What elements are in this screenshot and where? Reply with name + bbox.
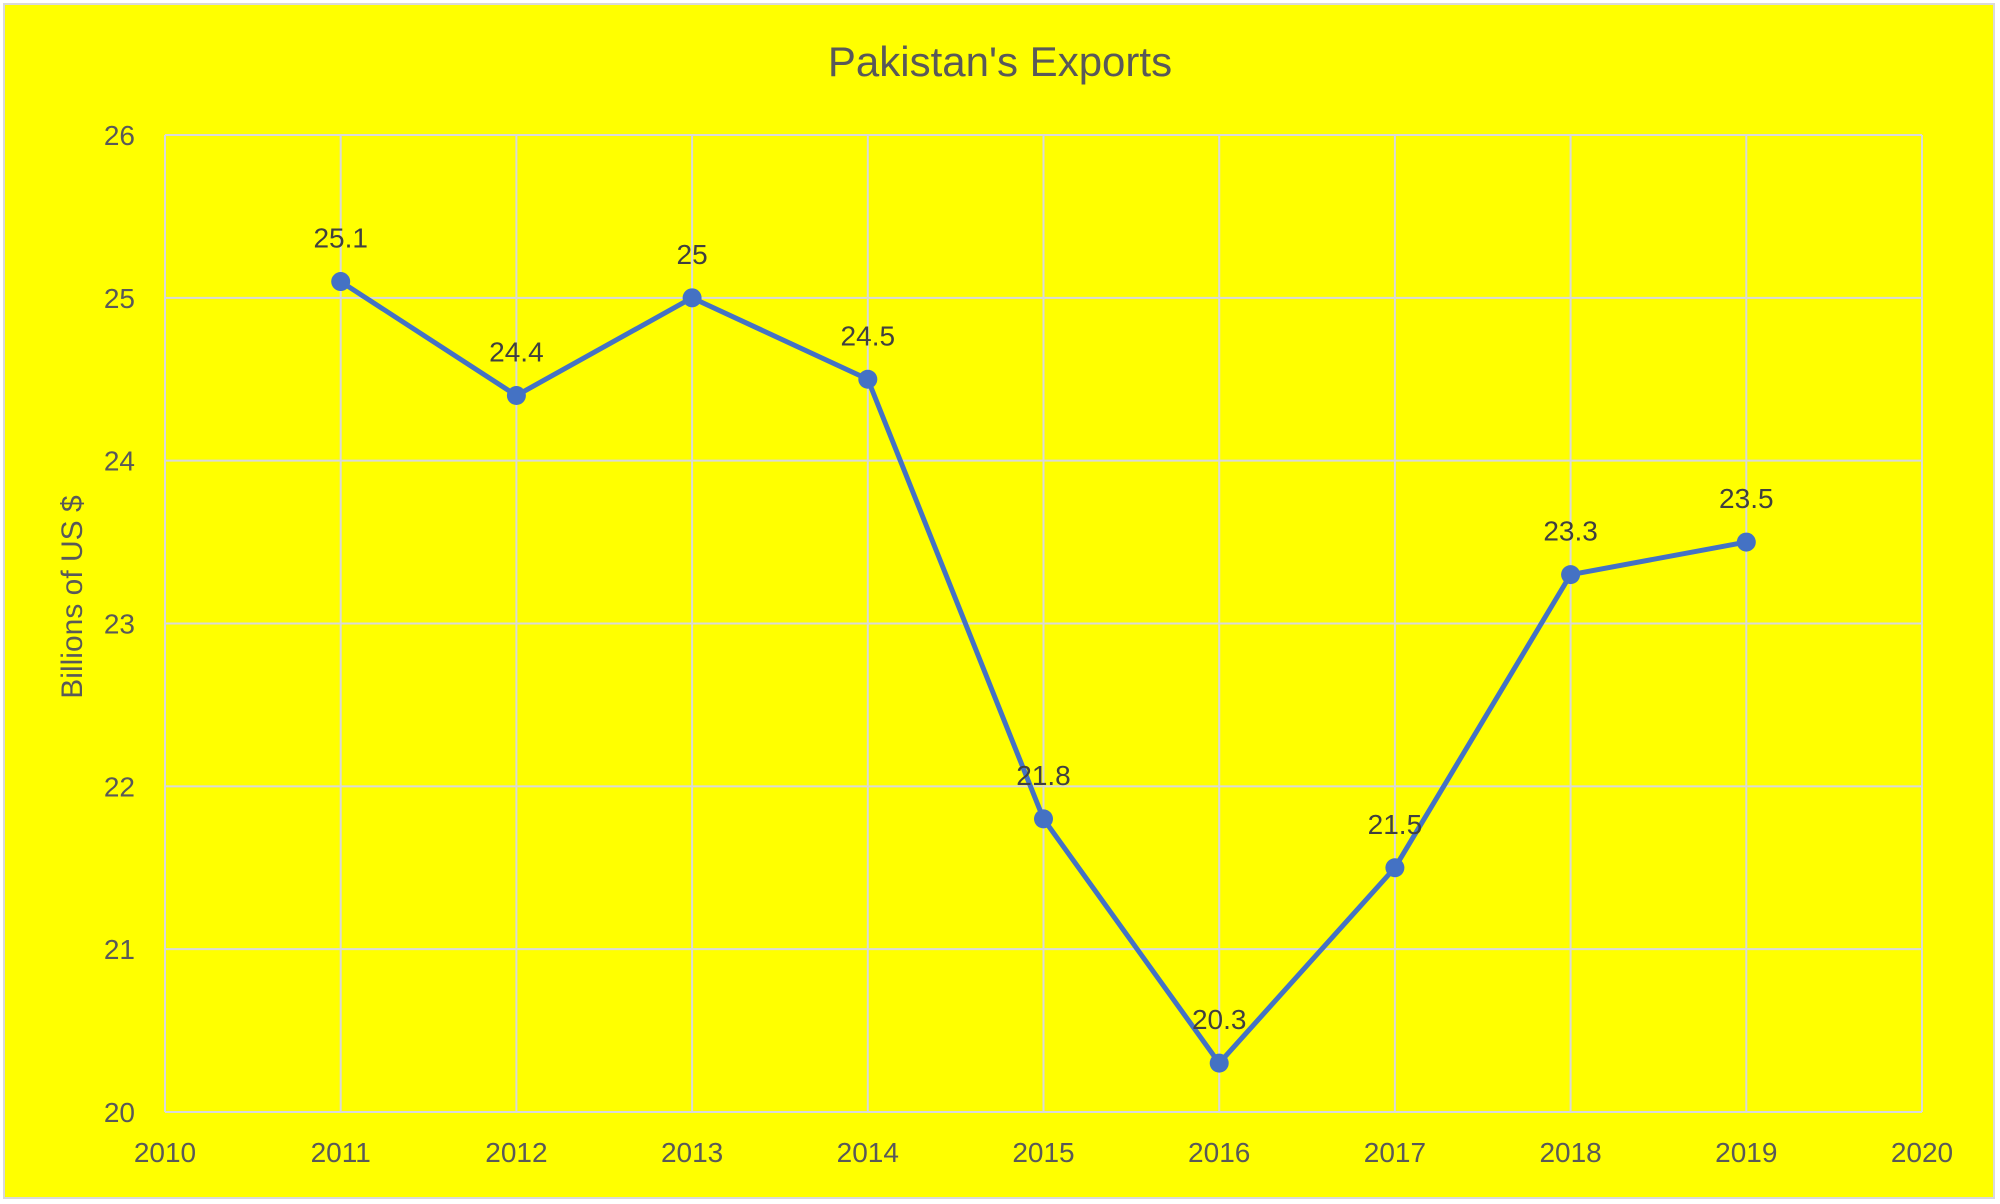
x-tick-label: 2013: [661, 1137, 723, 1168]
chart-title: Pakistan's Exports: [828, 38, 1172, 85]
data-label: 25: [677, 239, 708, 270]
data-point: [858, 369, 878, 389]
data-point: [1034, 809, 1053, 829]
data-point: [1736, 532, 1756, 552]
data-label: 23.3: [1543, 516, 1598, 547]
data-label: 23.5: [1719, 483, 1774, 514]
x-tick-label: 2016: [1188, 1137, 1250, 1168]
x-tick-label: 2011: [311, 1137, 371, 1168]
y-tick-label: 26: [104, 120, 135, 151]
x-tick-label: 2017: [1364, 1137, 1426, 1168]
data-label: 21.5: [1368, 809, 1423, 840]
x-tick-label: 2020: [1891, 1137, 1953, 1168]
data-label: 25.1: [313, 223, 368, 254]
data-point: [1561, 565, 1581, 585]
y-tick-label: 24: [104, 446, 135, 477]
grid-lines: [164, 134, 1923, 1113]
x-tick-label: 2012: [485, 1137, 547, 1168]
x-tick-label: 2014: [837, 1137, 899, 1168]
data-point: [682, 288, 702, 308]
y-tick-label: 22: [104, 771, 135, 802]
y-tick-label: 20: [104, 1097, 135, 1128]
data-point: [1209, 1053, 1229, 1073]
chart-frame: [3, 3, 1995, 1199]
data-label: 24.5: [841, 320, 896, 351]
y-tick-label: 23: [104, 609, 135, 640]
y-axis-label: Billions of US $: [56, 495, 89, 699]
data-label: 20.3: [1192, 1004, 1247, 1035]
data-label: 24.4: [489, 337, 544, 368]
axes: 2010 2011 2012 2013 2014 2015 2016 2017 2018 2019…: [104, 120, 1953, 1168]
y-tick-label: 25: [104, 283, 135, 314]
data-point: [331, 272, 351, 292]
data-point: [506, 386, 526, 406]
x-tick-label: 2018: [1539, 1137, 1601, 1168]
data-label: 21.8: [1016, 760, 1071, 791]
x-tick-label: 2010: [134, 1137, 196, 1168]
data-point: [1385, 858, 1405, 878]
data-labels: 25.1 24.4 25 24.5 21.8 20.3 21.5 23.3 23.5: [313, 223, 1773, 1036]
y-tick-label: 21: [104, 934, 135, 965]
x-tick-label: 2019: [1715, 1137, 1777, 1168]
x-tick-label: 2015: [1012, 1137, 1074, 1168]
series-exports: [331, 272, 1756, 1073]
